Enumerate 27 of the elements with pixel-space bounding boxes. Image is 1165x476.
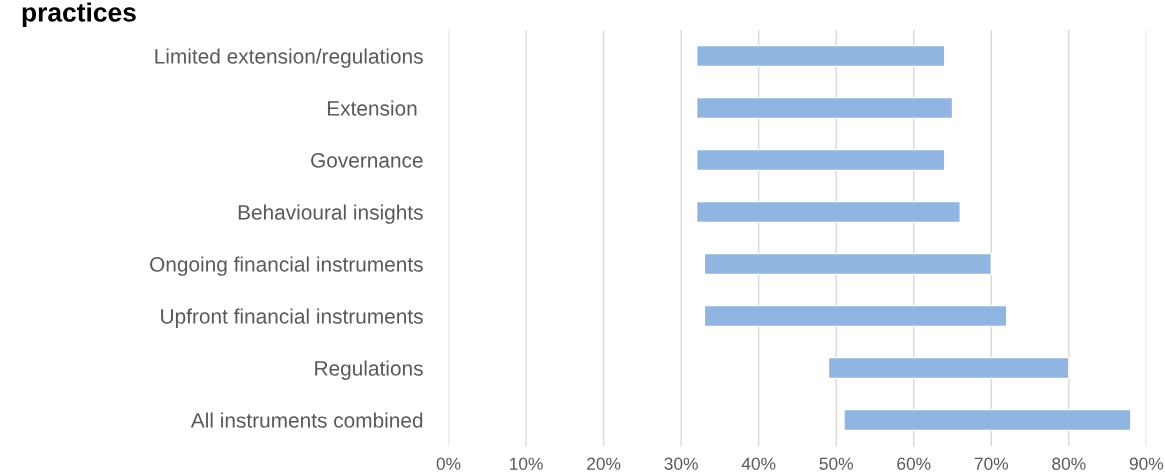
bar [695, 44, 946, 68]
x-tick-label: 30% [664, 457, 698, 470]
x-tick-label: 10% [510, 457, 543, 470]
bar [703, 252, 992, 276]
y-tick-label: Extension [327, 100, 417, 116]
text: practices [22, 2, 136, 27]
y-tick-label: Behavioural insights [238, 204, 423, 224]
x-tick-label: 60% [897, 457, 931, 470]
x-tick-label: 0% [436, 457, 461, 470]
bar [695, 96, 954, 120]
y-tick-label: Limited extension/regulations [155, 48, 423, 68]
y-tick-label: Regulations [315, 360, 423, 380]
bar [695, 200, 961, 224]
x-tick-label: 20% [587, 457, 621, 470]
x-tick-label: 40% [741, 457, 776, 470]
x-tick-label: 80% [1052, 457, 1086, 470]
bar [827, 356, 1070, 380]
x-tick-label: 50% [819, 457, 853, 470]
y-tick-label: All instruments combined [190, 412, 423, 428]
y-tick-label: Ongoing financial instruments [150, 256, 423, 276]
x-tick-label: 90% [1129, 457, 1164, 470]
y-tick-label: Upfront financial instruments [161, 308, 423, 328]
y-tick-label: Governance [311, 153, 423, 168]
x-tick-label: 70% [974, 457, 1009, 470]
bar [843, 408, 1132, 432]
bar [695, 148, 946, 172]
bar [703, 304, 1008, 328]
